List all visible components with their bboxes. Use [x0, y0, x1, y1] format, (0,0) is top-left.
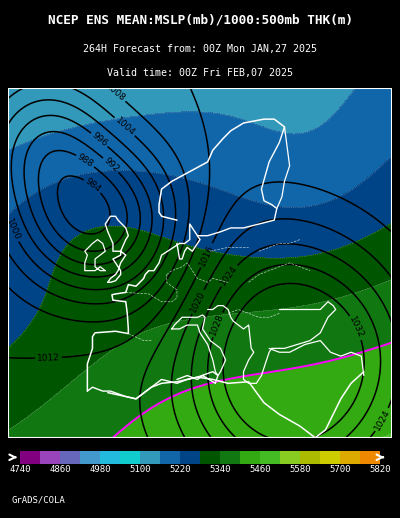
Text: 1000: 1000: [4, 217, 22, 242]
Text: 1020: 1020: [189, 290, 207, 314]
Bar: [180, 451, 200, 464]
Bar: [160, 451, 180, 464]
Bar: [40, 451, 60, 464]
Text: NCEP ENS MEAN:MSLP(mb)/1000:500mb THK(m): NCEP ENS MEAN:MSLP(mb)/1000:500mb THK(m): [48, 13, 352, 26]
Bar: [100, 451, 120, 464]
Bar: [120, 451, 140, 464]
Text: Valid time: 00Z Fri FEB,07 2025: Valid time: 00Z Fri FEB,07 2025: [107, 68, 293, 78]
Bar: [260, 451, 280, 464]
Text: 984: 984: [83, 177, 102, 195]
Text: 1004: 1004: [113, 116, 136, 138]
Bar: [340, 451, 360, 464]
Bar: [80, 451, 100, 464]
Text: 1032: 1032: [348, 315, 365, 340]
Text: 5700: 5700: [329, 465, 351, 474]
Bar: [220, 451, 240, 464]
Text: 4980: 4980: [89, 465, 111, 474]
Text: 4860: 4860: [49, 465, 71, 474]
Bar: [240, 451, 260, 464]
Text: 4740: 4740: [9, 465, 31, 474]
Text: GrADS/COLA: GrADS/COLA: [12, 496, 66, 505]
Bar: [200, 451, 220, 464]
Text: 5340: 5340: [209, 465, 231, 474]
Bar: [8, 88, 392, 438]
Text: 1024: 1024: [373, 408, 392, 432]
Bar: [140, 451, 160, 464]
Text: 988: 988: [76, 152, 95, 169]
Text: 1028: 1028: [209, 312, 226, 337]
Text: 992: 992: [102, 156, 120, 174]
Bar: [320, 451, 340, 464]
Text: 5100: 5100: [129, 465, 151, 474]
Text: 1008: 1008: [104, 81, 127, 103]
Text: 1016: 1016: [198, 243, 216, 268]
Text: 5820: 5820: [369, 465, 391, 474]
Bar: [300, 451, 320, 464]
Text: 264H Forecast from: 00Z Mon JAN,27 2025: 264H Forecast from: 00Z Mon JAN,27 2025: [83, 44, 317, 54]
Text: 1012: 1012: [37, 353, 60, 363]
Text: 1024: 1024: [218, 264, 240, 287]
Bar: [280, 451, 300, 464]
Text: 5460: 5460: [249, 465, 271, 474]
Bar: [20, 451, 40, 464]
Text: 5220: 5220: [169, 465, 191, 474]
Bar: [60, 451, 80, 464]
Bar: [360, 451, 380, 464]
Text: 996: 996: [90, 131, 109, 149]
Text: 5580: 5580: [289, 465, 311, 474]
